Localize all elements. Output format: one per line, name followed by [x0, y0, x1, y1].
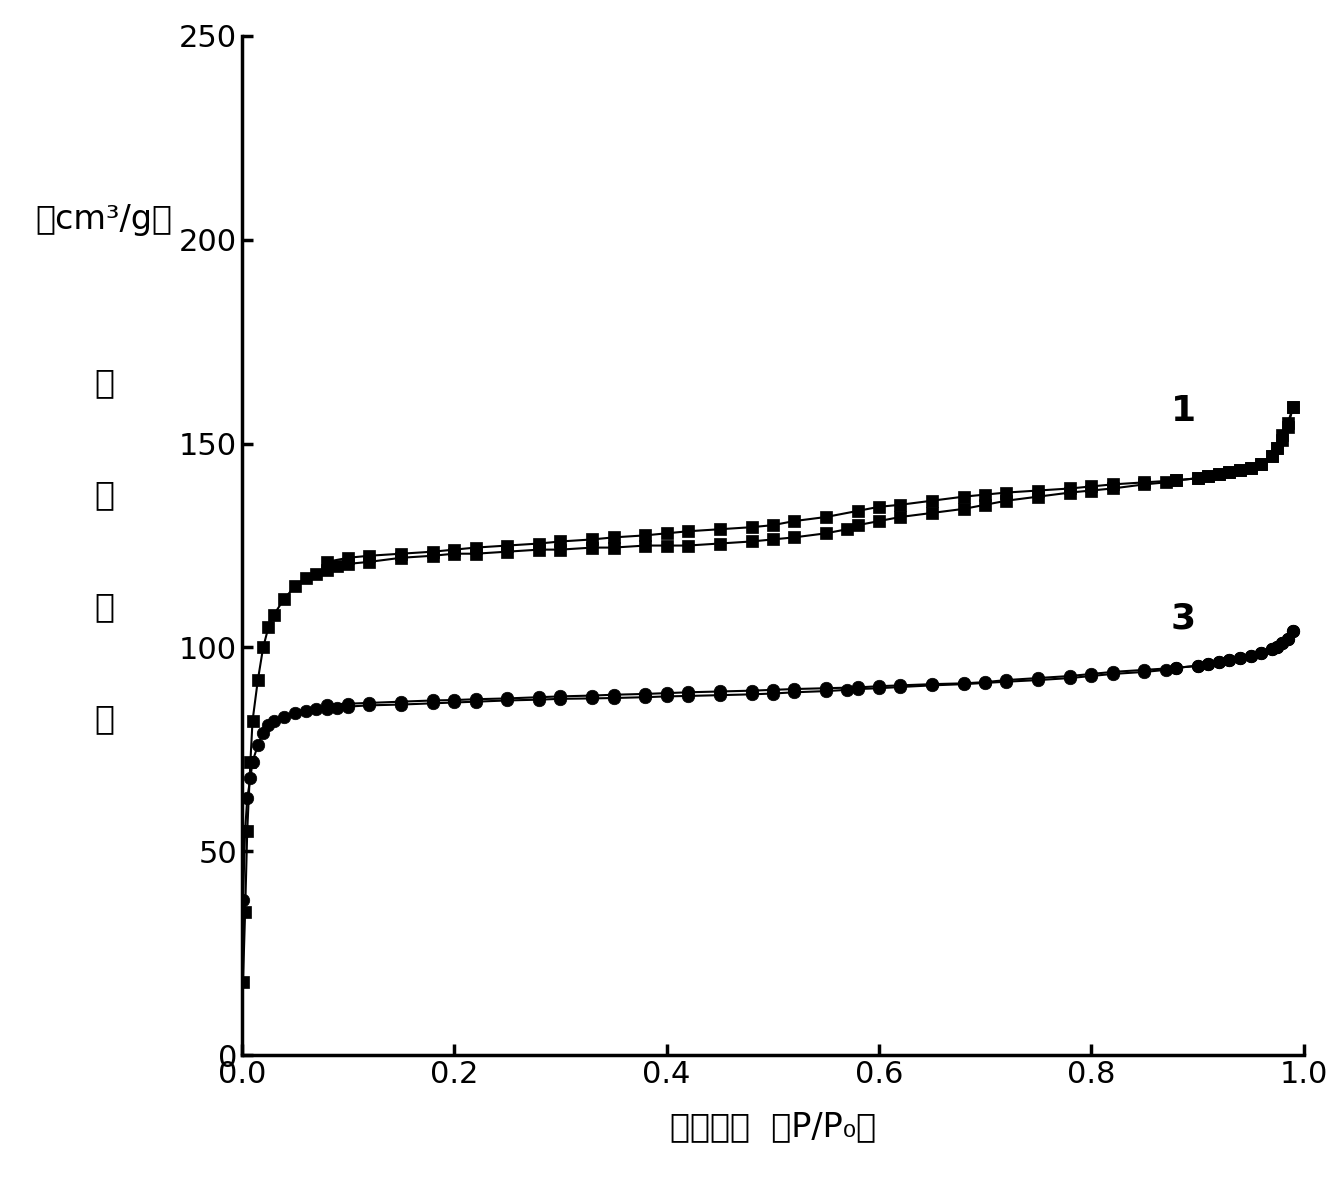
Text: 1: 1: [1171, 394, 1196, 428]
Text: 吸: 吸: [94, 366, 114, 399]
Text: 体: 体: [94, 590, 114, 623]
Text: 附: 附: [94, 478, 114, 511]
Text: （cm³/g）: （cm³/g）: [35, 203, 172, 236]
X-axis label: 相对压力  （P/P₀）: 相对压力 （P/P₀）: [669, 1110, 876, 1143]
Text: 3: 3: [1171, 602, 1196, 635]
Text: 积: 积: [94, 703, 114, 735]
